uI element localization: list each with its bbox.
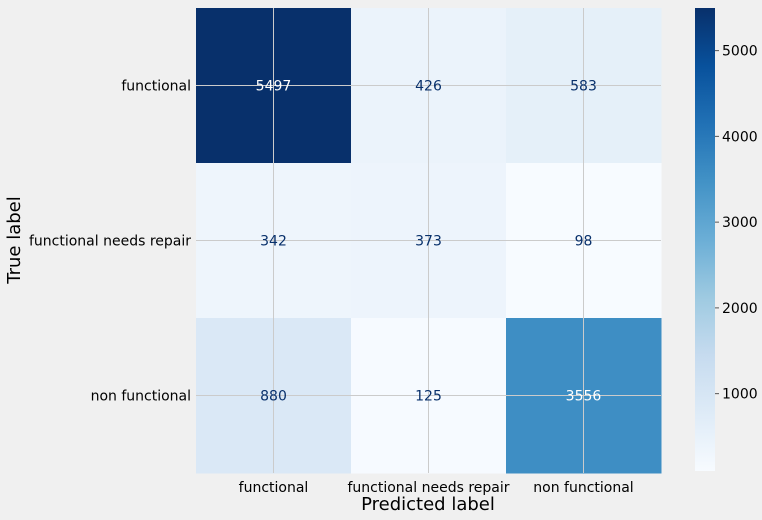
cell-value-label: 98 bbox=[575, 234, 593, 250]
cell-value-label: 125 bbox=[415, 389, 442, 405]
cell-value-label: 3556 bbox=[566, 389, 602, 405]
cell-value-label: 880 bbox=[260, 389, 287, 405]
colorbar-tick-label: 5000 bbox=[722, 44, 758, 60]
y-tick-label: functional needs repair bbox=[29, 234, 191, 250]
colorbar-tick-label: 4000 bbox=[722, 129, 758, 145]
cell-value-label: 342 bbox=[260, 234, 287, 250]
cell-value-labels: 5497 426 583 342 373 98 880 125 3556 bbox=[256, 79, 602, 405]
cell-value-label: 5497 bbox=[256, 79, 292, 95]
colorbar-gradient bbox=[695, 8, 715, 471]
colorbar: 1000 2000 3000 4000 5000 bbox=[695, 8, 758, 471]
y-axis-label: True label bbox=[4, 196, 25, 285]
x-tick-label: functional bbox=[239, 480, 309, 496]
x-tick-label: non functional bbox=[533, 480, 633, 496]
y-tick-label: non functional bbox=[91, 389, 191, 405]
cell-value-label: 426 bbox=[415, 79, 442, 95]
y-tick-labels: functional functional needs repair non fun… bbox=[29, 79, 191, 405]
x-tick-labels: functional functional needs repair non fun… bbox=[239, 480, 634, 496]
cell-value-label: 583 bbox=[570, 79, 597, 95]
colorbar-tick-label: 2000 bbox=[722, 301, 758, 317]
grid-lines bbox=[196, 8, 661, 473]
cell-value-label: 373 bbox=[415, 234, 442, 250]
y-tick-label: functional bbox=[121, 79, 191, 95]
colorbar-ticks: 1000 2000 3000 4000 5000 bbox=[715, 44, 758, 403]
x-axis-label: Predicted label bbox=[361, 494, 495, 515]
colorbar-tick-label: 3000 bbox=[722, 215, 758, 231]
x-tick-label: functional needs repair bbox=[347, 480, 509, 496]
colorbar-tick-label: 1000 bbox=[722, 387, 758, 403]
